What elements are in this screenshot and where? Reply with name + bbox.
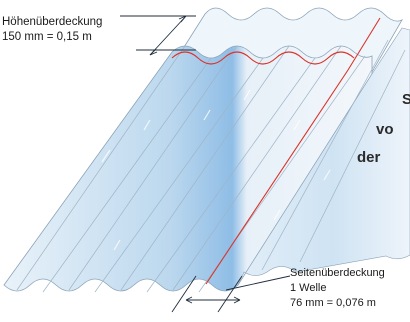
side-overlap-label: Seitenüberdeckung 1 Welle 76 mm = 0,076 … bbox=[290, 266, 385, 311]
side-overlap-line bbox=[205, 17, 381, 285]
side-overlap-waves: 1 Welle bbox=[290, 282, 327, 294]
height-overlap-line bbox=[171, 51, 355, 65]
clipped-heading-line-3: der bbox=[357, 149, 381, 166]
top-dimension bbox=[120, 15, 196, 56]
height-overlap-title: Höhenüberdeckung bbox=[2, 16, 103, 28]
clipped-heading-line-2: vo bbox=[376, 121, 394, 138]
side-overlap-value: 76 mm = 0,076 m bbox=[290, 297, 376, 309]
height-overlap-value: 150 mm = 0,15 m bbox=[2, 31, 92, 43]
side-overlap-title: Seitenüberdeckung bbox=[290, 267, 385, 279]
glare-strokes bbox=[51, 89, 331, 251]
clipped-heading-line-1: S bbox=[402, 91, 410, 108]
height-overlap-label: Höhenüberdeckung 150 mm = 0,15 m bbox=[2, 15, 102, 45]
side-dimension bbox=[171, 275, 291, 313]
ridge-lines bbox=[16, 39, 406, 293]
